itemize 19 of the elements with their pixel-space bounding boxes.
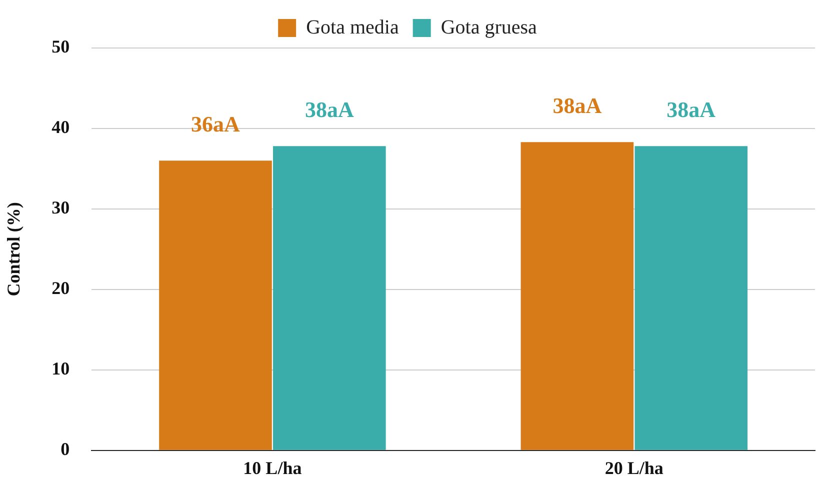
- y-tick-label: 0: [60, 439, 70, 460]
- y-tick-label: 40: [52, 117, 70, 138]
- data-label: 36aA: [191, 111, 240, 136]
- x-tick-label: 10 L/ha: [243, 458, 302, 478]
- legend-label: Gota gruesa: [440, 16, 538, 38]
- bar: [273, 146, 386, 450]
- data-label: 38aA: [666, 96, 716, 122]
- y-tick-label: 10: [52, 358, 70, 379]
- y-tick-label: 30: [52, 198, 70, 218]
- y-tick-label: 50: [52, 36, 70, 57]
- x-tick-label: 20 L/ha: [604, 458, 664, 478]
- bar: [159, 160, 272, 450]
- y-tick-label: 20: [52, 278, 70, 298]
- data-label: 38aA: [304, 96, 354, 122]
- legend-label: Gota media: [306, 16, 399, 38]
- y-axis-title: Control (%): [3, 202, 24, 296]
- data-label: 38aA: [552, 92, 602, 118]
- bar: [520, 142, 634, 450]
- bar: [634, 146, 748, 450]
